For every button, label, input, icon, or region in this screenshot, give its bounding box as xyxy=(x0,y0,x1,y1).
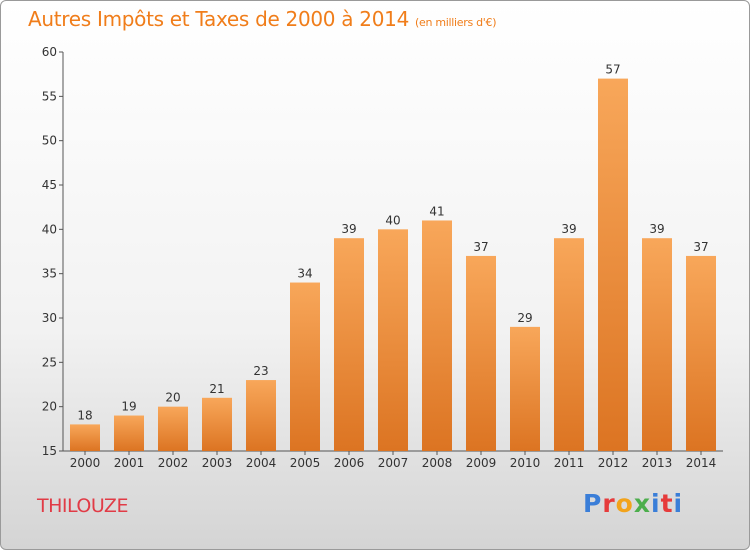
logo-letter: i xyxy=(651,489,661,518)
x-tick-label: 2009 xyxy=(466,456,497,470)
y-tick-label: 20 xyxy=(42,400,57,414)
bar-value-label: 40 xyxy=(385,213,400,227)
bar-value-label: 18 xyxy=(77,408,92,422)
x-tick-label: 2013 xyxy=(642,456,673,470)
y-tick-label: 60 xyxy=(42,45,57,59)
y-tick-label: 15 xyxy=(42,444,57,458)
x-tick-label: 2008 xyxy=(422,456,453,470)
bar-value-label: 39 xyxy=(341,222,356,236)
bar xyxy=(686,255,716,451)
bar-value-label: 41 xyxy=(429,204,444,218)
bar xyxy=(246,380,276,451)
bar xyxy=(378,229,408,451)
bar xyxy=(642,238,672,451)
bar xyxy=(422,220,452,451)
x-tick-label: 2002 xyxy=(158,456,189,470)
bar xyxy=(290,282,320,451)
x-tick-label: 2014 xyxy=(686,456,717,470)
logo-letter: t xyxy=(660,489,674,518)
bar-value-label: 37 xyxy=(693,240,708,254)
bar-value-label: 21 xyxy=(209,382,224,396)
title-unit: (en milliers d'€) xyxy=(415,16,497,29)
x-tick-label: 2004 xyxy=(246,456,277,470)
bar xyxy=(598,78,628,451)
bar-value-label: 39 xyxy=(649,222,664,236)
bar-value-label: 37 xyxy=(473,240,488,254)
x-tick-label: 2006 xyxy=(334,456,365,470)
x-tick-label: 2001 xyxy=(114,456,145,470)
commune-name: THILOUZE xyxy=(37,495,128,517)
bar-value-label: 20 xyxy=(165,391,180,405)
x-tick-label: 2011 xyxy=(554,456,585,470)
x-tick-label: 2003 xyxy=(202,456,233,470)
logo-letter: x xyxy=(633,489,651,518)
bar xyxy=(70,424,100,451)
bar xyxy=(510,326,540,451)
title-text: Autres Impôts et Taxes de 2000 à 2014 xyxy=(28,7,409,31)
logo-letter: r xyxy=(602,489,616,518)
y-tick-label: 55 xyxy=(42,89,57,103)
bar xyxy=(466,255,496,451)
y-tick-label: 25 xyxy=(42,355,57,369)
bar xyxy=(554,238,584,451)
bar xyxy=(202,397,232,451)
bar xyxy=(114,415,144,451)
y-tick-label: 30 xyxy=(42,311,57,325)
y-tick-label: 35 xyxy=(42,267,57,281)
logo-letter: i xyxy=(673,489,684,518)
x-tick-label: 2000 xyxy=(70,456,101,470)
logo-letter: o xyxy=(615,489,634,518)
proxiti-logo: Proxiti xyxy=(583,489,683,518)
bar-value-label: 39 xyxy=(561,222,576,236)
x-tick-label: 2005 xyxy=(290,456,321,470)
bar xyxy=(334,238,364,451)
bar-value-label: 23 xyxy=(253,364,268,378)
chart-title: Autres Impôts et Taxes de 2000 à 2014 (en… xyxy=(28,7,496,31)
y-tick-label: 50 xyxy=(42,134,57,148)
bar-value-label: 34 xyxy=(297,267,312,281)
y-tick-label: 45 xyxy=(42,178,57,192)
bar xyxy=(158,406,188,451)
bar-value-label: 29 xyxy=(517,311,532,325)
x-tick-label: 2012 xyxy=(598,456,629,470)
x-tick-label: 2010 xyxy=(510,456,541,470)
logo-letter: P xyxy=(583,489,603,518)
x-tick-label: 2007 xyxy=(378,456,409,470)
bar-value-label: 19 xyxy=(121,400,136,414)
bar-value-label: 57 xyxy=(605,63,620,77)
y-tick-label: 40 xyxy=(42,222,57,236)
